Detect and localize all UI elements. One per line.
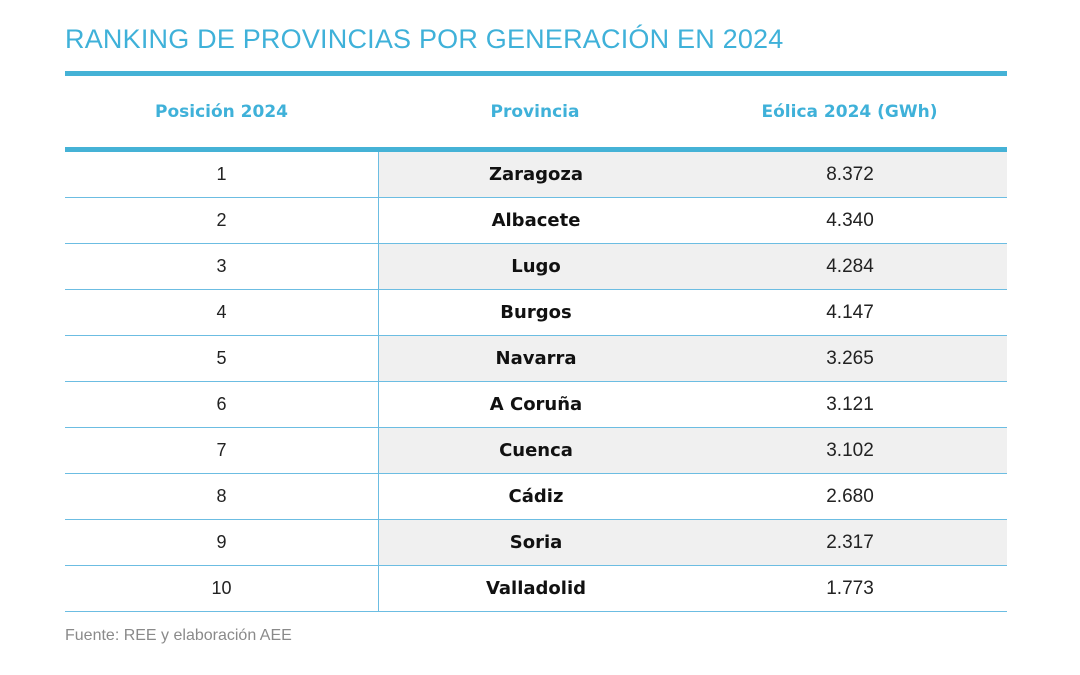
title-divider (65, 71, 1007, 76)
position-cell: 6 (65, 382, 379, 427)
position-cell: 7 (65, 428, 379, 473)
position-cell: 4 (65, 290, 379, 335)
ranking-table-body: 1 Zaragoza 8.372 2 Albacete 4.340 3 Lugo… (65, 152, 1007, 612)
header-position: Posición 2024 (154, 102, 288, 122)
value-cell: 4.284 (693, 244, 1007, 289)
table-row: 3 Lugo 4.284 (65, 244, 1007, 290)
province-cell: Zaragoza (379, 152, 693, 197)
table-row: 9 Soria 2.317 (65, 520, 1007, 566)
header-divider (65, 147, 1007, 152)
position-cell: 1 (65, 152, 379, 197)
value-cell: 1.773 (826, 577, 874, 599)
header-wind-generation: Eólica 2024 (GWh) (761, 102, 938, 122)
table-row: 5 Navarra 3.265 (65, 336, 1007, 382)
table-row: 2 Albacete 4.340 (65, 198, 1007, 244)
value-cell: 2.680 (826, 485, 874, 507)
value-cell: 3.265 (693, 336, 1007, 381)
page-title: RANKING DE PROVINCIAS POR GENERACIÓN EN … (65, 24, 784, 54)
header-province: Provincia (490, 102, 580, 122)
table-row: 6 A Coruña 3.121 (65, 382, 1007, 428)
province-cell: Lugo (379, 244, 693, 289)
province-cell: Soria (379, 520, 693, 565)
table-row: 1 Zaragoza 8.372 (65, 152, 1007, 198)
value-cell: 3.121 (826, 393, 874, 415)
position-cell: 8 (65, 474, 379, 519)
table-header: Posición 2024 Provincia Eólica 2024 (GWh… (65, 76, 1007, 148)
position-cell: 9 (65, 520, 379, 565)
value-cell: 8.372 (693, 152, 1007, 197)
table-row: 4 Burgos 4.147 (65, 290, 1007, 336)
value-cell: 3.102 (693, 428, 1007, 473)
value-cell: 2.317 (693, 520, 1007, 565)
value-cell: 4.147 (826, 301, 874, 323)
table-row: 7 Cuenca 3.102 (65, 428, 1007, 474)
position-cell: 10 (65, 566, 379, 611)
table-row: 8 Cádiz 2.680 (65, 474, 1007, 520)
province-cell: Cuenca (379, 428, 693, 473)
province-cell: A Coruña (489, 394, 583, 415)
value-cell: 4.340 (826, 209, 874, 231)
position-cell: 5 (65, 336, 379, 381)
province-cell: Cádiz (508, 486, 564, 507)
province-cell: Valladolid (485, 578, 587, 599)
source-footnote: Fuente: REE y elaboración AEE (65, 627, 292, 644)
province-cell: Albacete (491, 210, 581, 231)
position-cell: 3 (65, 244, 379, 289)
table-row: 10 Valladolid 1.773 (65, 566, 1007, 612)
position-cell: 2 (65, 198, 379, 243)
province-cell: Burgos (500, 302, 572, 323)
province-cell: Navarra (379, 336, 693, 381)
